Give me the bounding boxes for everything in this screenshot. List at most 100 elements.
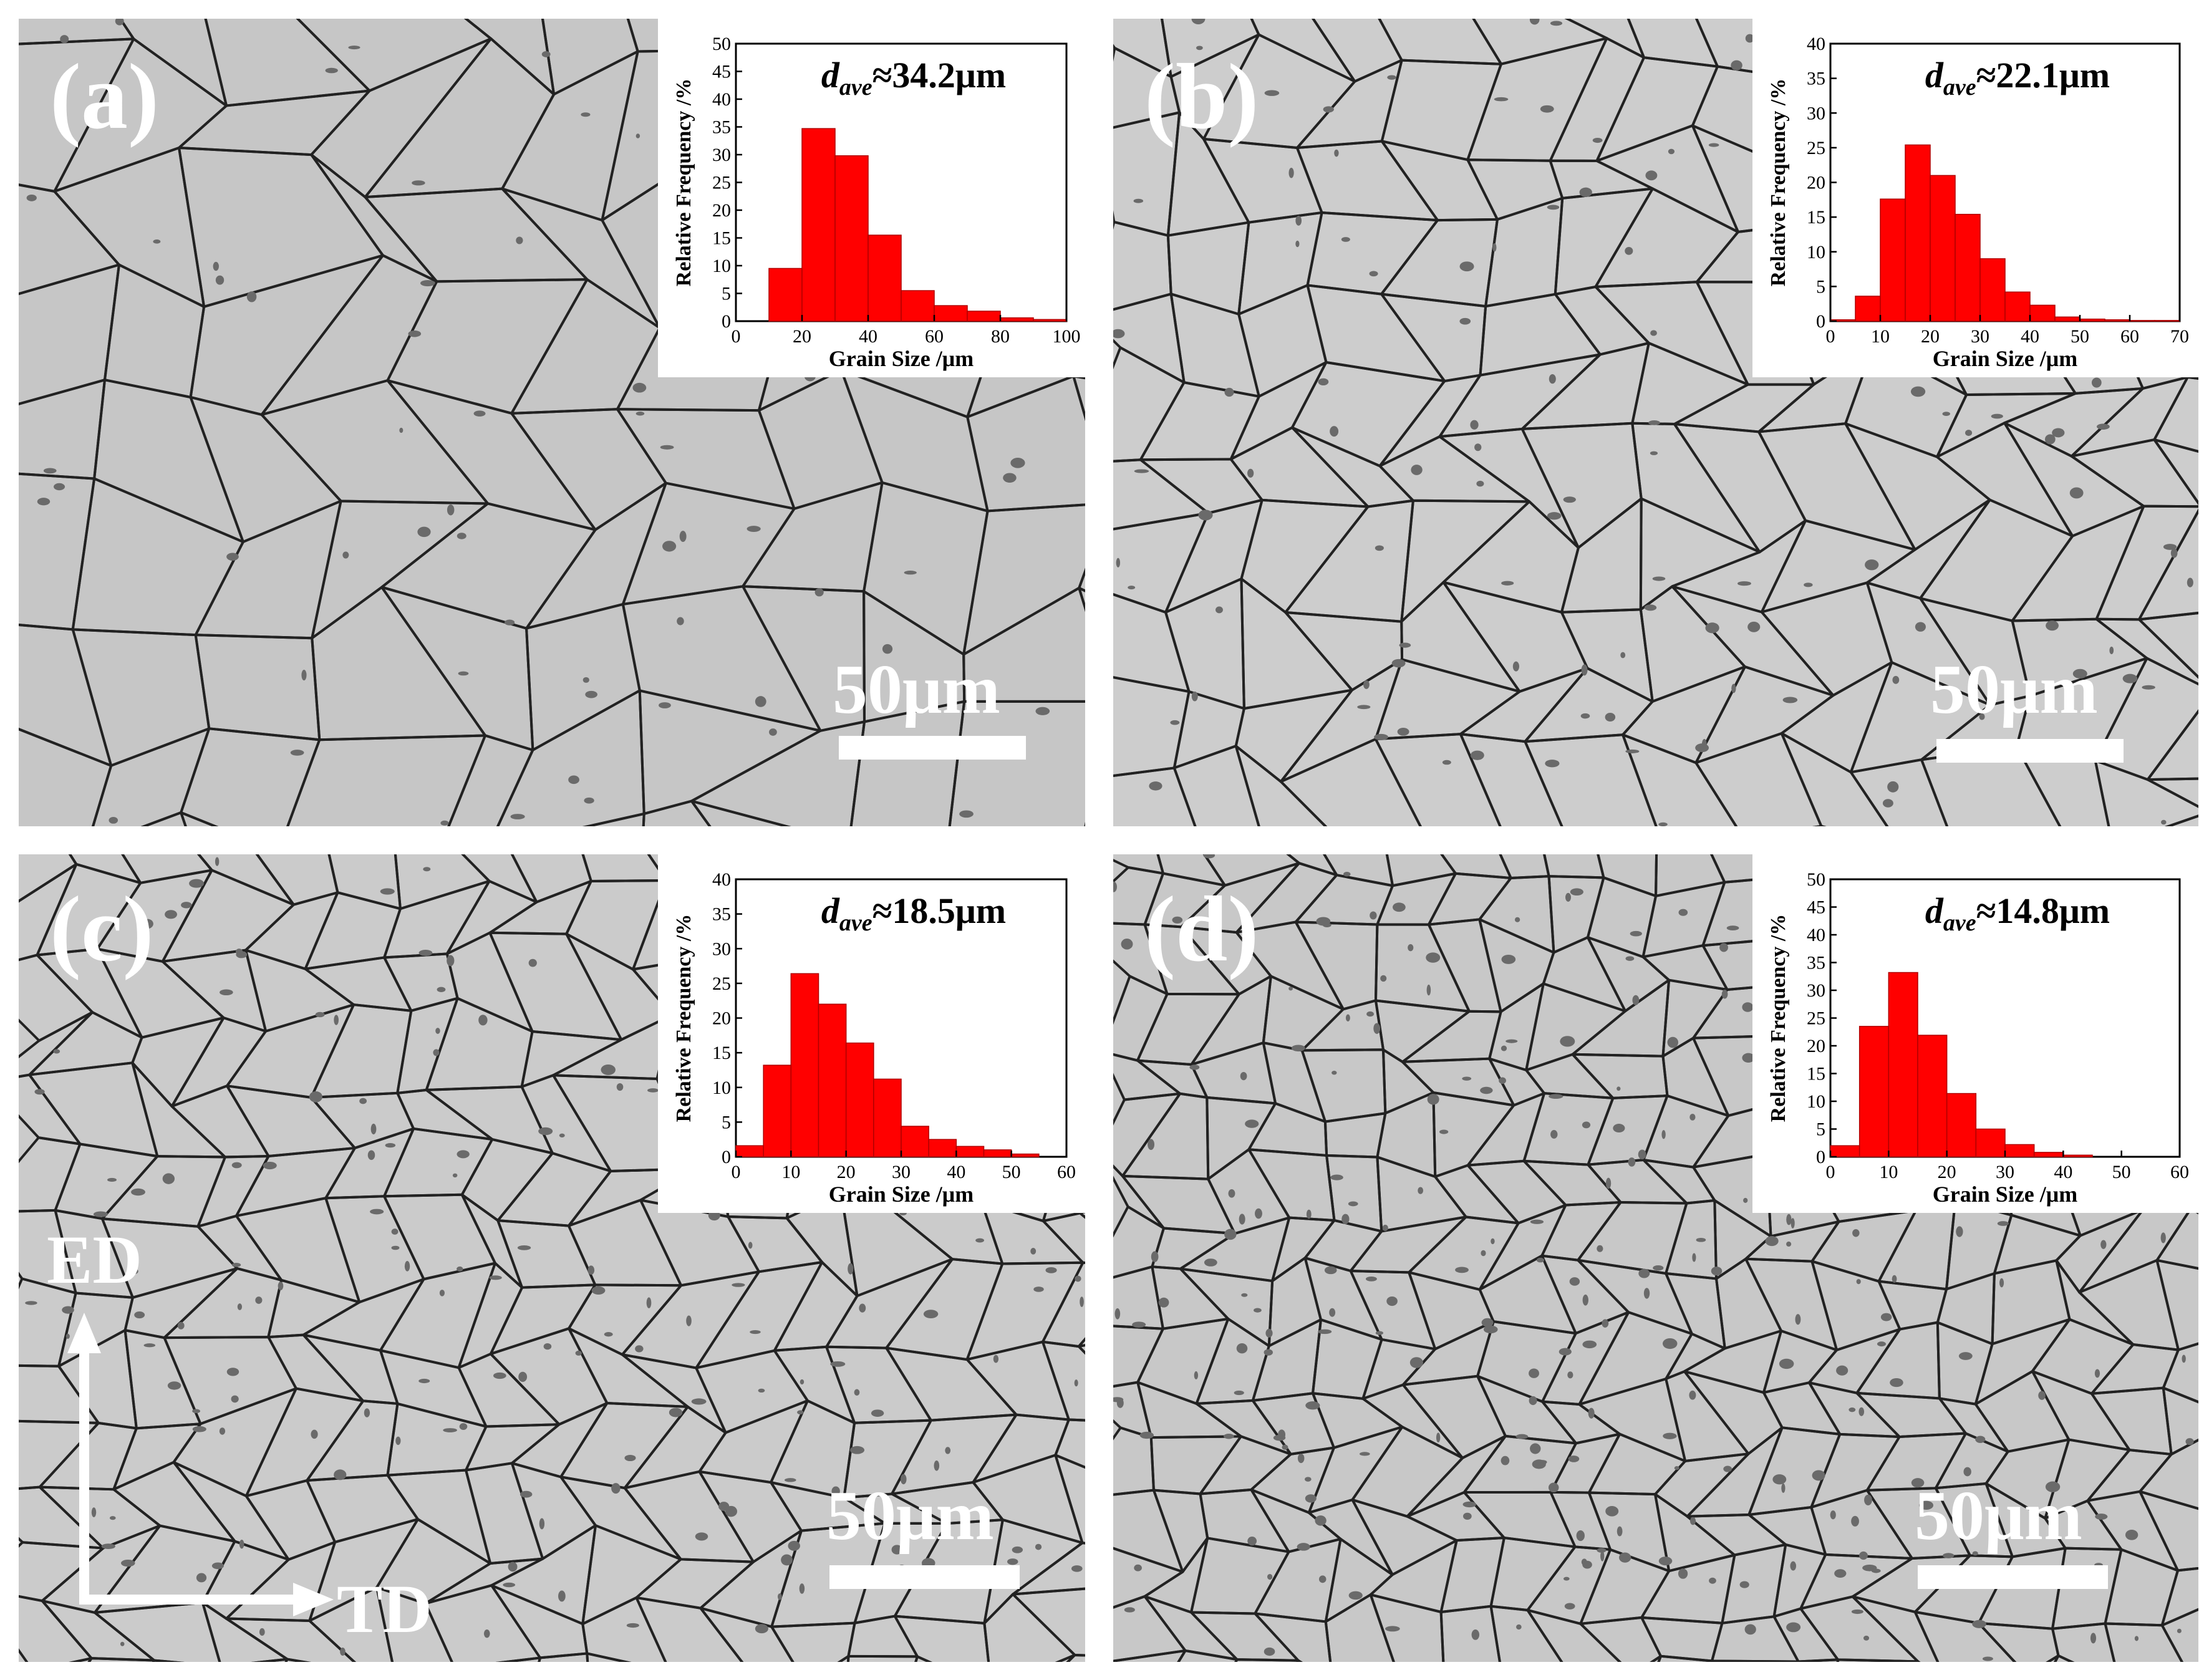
- particle: [1849, 1407, 1856, 1412]
- particle: [1644, 604, 1657, 611]
- y-tick-label: 25: [712, 973, 731, 994]
- particle: [134, 1311, 145, 1319]
- particle: [1529, 19, 1540, 25]
- particle: [34, 1089, 45, 1095]
- particle: [420, 280, 435, 287]
- particle: [348, 46, 360, 50]
- grain-cell: [180, 727, 321, 826]
- grain-cell: [1054, 1418, 1085, 1469]
- y-tick-label: 45: [1807, 897, 1825, 918]
- particle: [1570, 888, 1583, 896]
- particle: [1369, 271, 1378, 277]
- y-tick-label: 10: [1807, 242, 1825, 263]
- particle: [1963, 1467, 1971, 1477]
- particle: [528, 958, 537, 967]
- particle: [1273, 1434, 1286, 1441]
- particle: [1696, 1237, 1706, 1242]
- particle: [109, 1516, 116, 1520]
- particle: [891, 1545, 902, 1555]
- particle: [758, 1388, 765, 1393]
- panel-b: (b) 0 10 20 30 40 50 60 70 0 5 10 15 20 25 30 35 40 Grain…: [1113, 19, 2198, 826]
- particle: [1979, 713, 1985, 720]
- particle: [1315, 1515, 1327, 1526]
- y-tick-label: 5: [1816, 276, 1825, 297]
- scale-bar-c: [829, 1565, 1020, 1589]
- particle: [788, 1540, 801, 1551]
- particle: [1334, 149, 1339, 157]
- ed-arrow-head: [67, 1313, 101, 1353]
- particle: [959, 810, 974, 818]
- particle: [1045, 1267, 1057, 1273]
- particle: [1689, 1390, 1696, 1400]
- particle: [1170, 720, 1180, 725]
- grain-cell: [1012, 1542, 1085, 1596]
- particle: [1133, 198, 1144, 203]
- particle: [334, 1469, 347, 1480]
- particle: [1357, 705, 1371, 710]
- particle: [1565, 892, 1572, 902]
- particle: [1512, 661, 1520, 672]
- histogram-bar: [967, 311, 1001, 322]
- particle: [1375, 545, 1384, 551]
- particle: [1991, 413, 2003, 419]
- grain-cell: [1439, 1605, 1501, 1662]
- particle: [934, 1460, 940, 1471]
- particle: [1956, 1226, 1963, 1237]
- particle: [830, 1361, 846, 1367]
- particle: [1726, 925, 1739, 930]
- particle: [575, 1350, 582, 1356]
- grain-cell: [699, 1606, 795, 1662]
- particle: [1494, 97, 1509, 102]
- particle: [587, 1265, 595, 1275]
- particle: [404, 1260, 410, 1272]
- particle: [1668, 148, 1675, 155]
- particle: [1650, 451, 1658, 455]
- scale-bar-b: [1936, 739, 2124, 763]
- y-tick-label: 15: [712, 228, 731, 249]
- particle: [1581, 1558, 1587, 1566]
- particle: [755, 1624, 768, 1634]
- particle: [435, 1028, 440, 1034]
- particle: [1245, 1119, 1259, 1128]
- particle: [1540, 105, 1554, 113]
- second-phase-particles: [26, 19, 1078, 826]
- panel-a: (a) 0 20 40 60 80 100 0 5 10 15 20 25 30 35 40 45 50 Grai…: [19, 19, 1085, 826]
- particle: [2170, 548, 2178, 558]
- particle: [1318, 1575, 1327, 1583]
- particle: [1224, 387, 1234, 397]
- particle: [1305, 1494, 1317, 1503]
- grain-cell: [1374, 733, 1502, 826]
- particle: [1645, 170, 1658, 181]
- grain-cell: [2095, 617, 2198, 686]
- particle: [1386, 1296, 1398, 1306]
- particle: [325, 67, 338, 74]
- y-tick-label: 50: [712, 34, 731, 54]
- particle: [1030, 1248, 1037, 1255]
- particle: [1972, 1620, 1986, 1628]
- particle: [901, 1474, 907, 1485]
- particle: [489, 1275, 502, 1280]
- particle: [1331, 1071, 1337, 1075]
- particle: [781, 1554, 793, 1566]
- particle: [1474, 443, 1482, 451]
- particle: [1397, 728, 1409, 736]
- particle: [1982, 1656, 1993, 1661]
- particle: [1382, 1224, 1388, 1232]
- particle: [1582, 1340, 1597, 1349]
- y-axis-title: Relative Frequency /%: [1767, 914, 1790, 1122]
- particle: [516, 236, 523, 244]
- particle: [1911, 1478, 1925, 1488]
- particle: [334, 1015, 339, 1025]
- grain-cell: [447, 734, 534, 826]
- particle: [1643, 1288, 1650, 1299]
- grain-cell: [1177, 1649, 1239, 1662]
- particle: [1318, 378, 1329, 386]
- particle: [1617, 1526, 1623, 1537]
- particle: [53, 1049, 60, 1054]
- particle: [2163, 544, 2177, 550]
- particle: [777, 1593, 782, 1600]
- x-tick-label: 40: [859, 326, 877, 347]
- grain-cell: [2153, 375, 2198, 453]
- particle: [660, 445, 674, 450]
- particle: [1436, 1432, 1441, 1442]
